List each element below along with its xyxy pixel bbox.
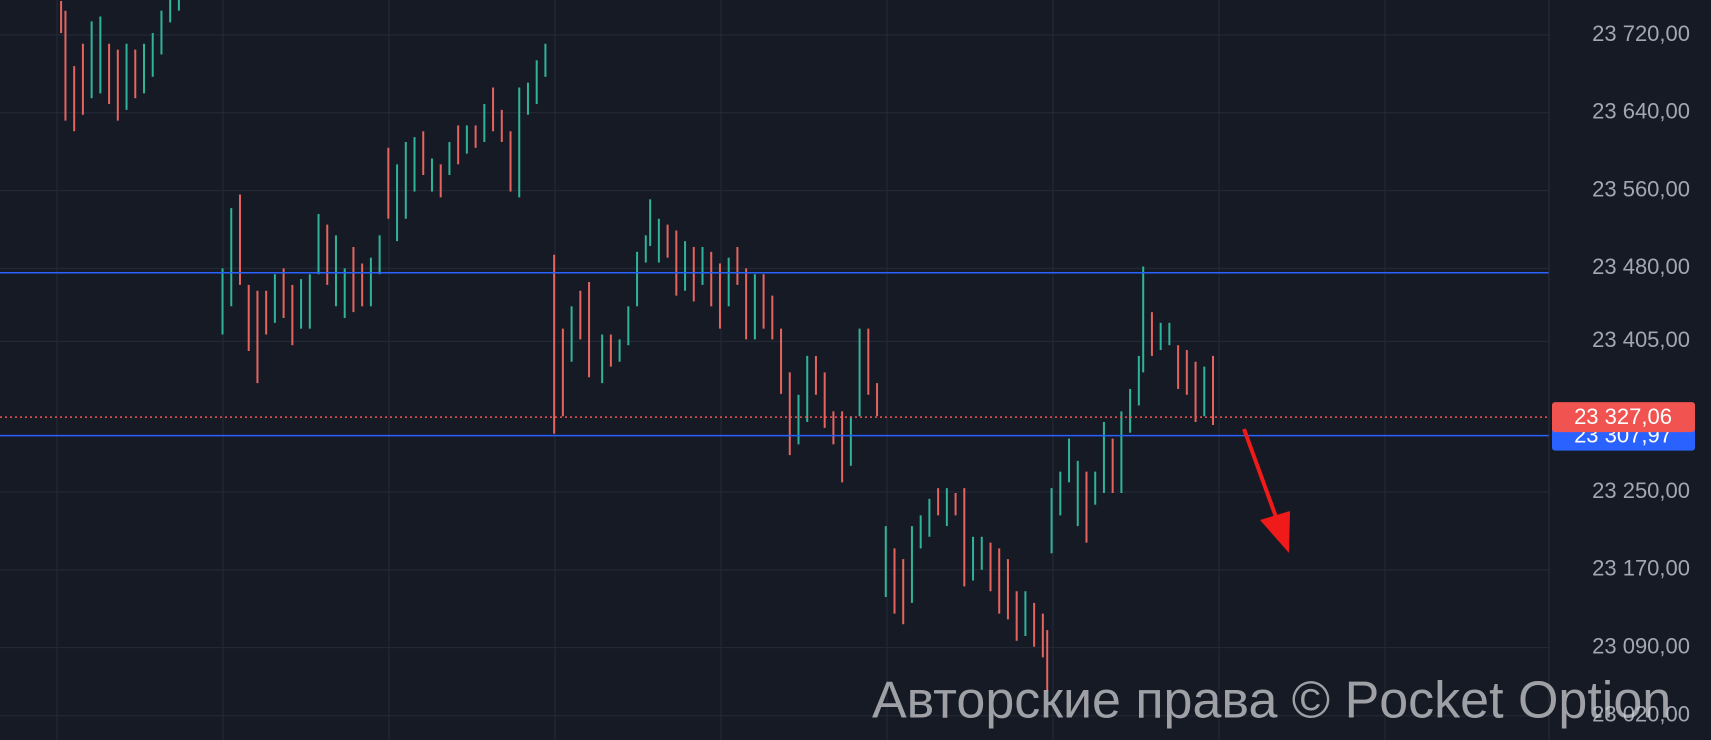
arrow-head <box>1260 511 1290 553</box>
price-axis: 23 720,00 23 640,00 23 560,00 23 480,00 23 4… <box>1552 21 1695 727</box>
forecast-arrow <box>1242 428 1290 553</box>
y-tick-label: 23 640,00 <box>1592 99 1690 124</box>
y-tick-label: 23 720,00 <box>1592 21 1690 46</box>
price-label-box <box>1552 402 1695 433</box>
y-tick-label: 23 170,00 <box>1592 556 1690 581</box>
y-tick-label: 23 560,00 <box>1592 176 1690 201</box>
bars <box>60 0 1215 691</box>
grid <box>0 0 1549 740</box>
y-tick-label: 23 020,00 <box>1592 702 1690 727</box>
y-tick-label: 23 090,00 <box>1592 633 1690 658</box>
y-tick-label: 23 480,00 <box>1592 254 1690 279</box>
arrow-shaft <box>1242 428 1282 529</box>
watermark: Авторские права © Pocket Option <box>872 672 1671 730</box>
levels <box>0 272 1549 437</box>
price-label: 23 327,06 <box>1574 404 1672 429</box>
y-tick-label: 23 405,00 <box>1592 327 1690 352</box>
y-tick-label: 23 250,00 <box>1592 478 1690 503</box>
